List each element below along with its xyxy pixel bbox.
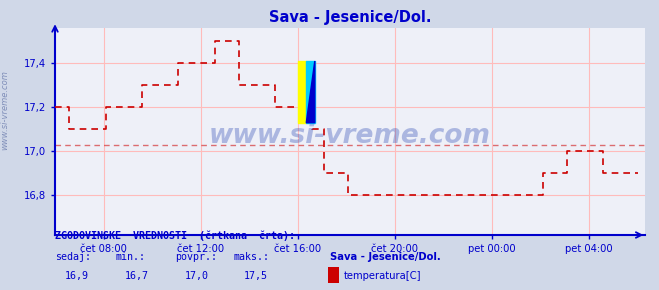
Text: www.si-vreme.com: www.si-vreme.com xyxy=(209,123,491,149)
Text: ZGODOVINSKE  VREDNOSTI  (črtkana  črta):: ZGODOVINSKE VREDNOSTI (črtkana črta): xyxy=(55,231,295,241)
Text: min.:: min.: xyxy=(115,251,146,262)
Bar xyxy=(298,61,306,123)
Text: sedaj:: sedaj: xyxy=(55,251,92,262)
Polygon shape xyxy=(306,61,315,123)
Text: 16,9: 16,9 xyxy=(65,271,89,281)
Text: 17,0: 17,0 xyxy=(185,271,208,281)
Text: temperatura[C]: temperatura[C] xyxy=(344,271,422,281)
Text: povpr.:: povpr.: xyxy=(175,251,217,262)
Text: 16,7: 16,7 xyxy=(125,271,149,281)
Text: www.si-vreme.com: www.si-vreme.com xyxy=(1,70,10,150)
Text: Sava - Jesenice/Dol.: Sava - Jesenice/Dol. xyxy=(330,251,440,262)
Text: maks.:: maks.: xyxy=(234,251,270,262)
Bar xyxy=(306,61,315,123)
Title: Sava - Jesenice/Dol.: Sava - Jesenice/Dol. xyxy=(269,10,431,26)
Text: 17,5: 17,5 xyxy=(244,271,268,281)
